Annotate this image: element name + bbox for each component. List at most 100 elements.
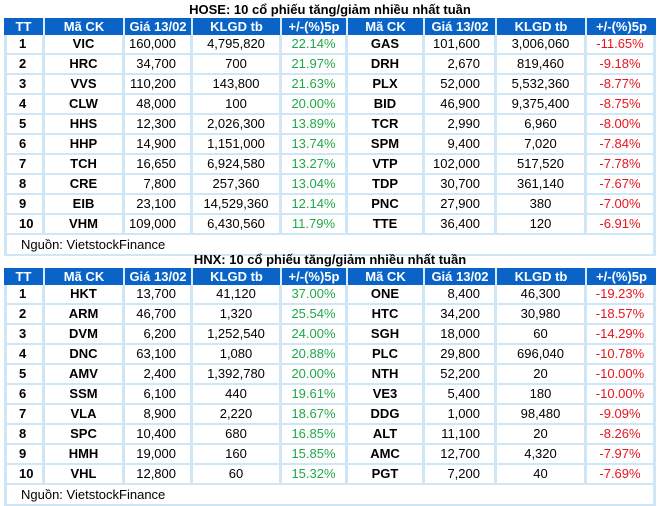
down-change-cell: -7.97% [587, 445, 656, 465]
down-change-cell: -11.65% [587, 35, 656, 55]
down-code-cell: BID [348, 95, 425, 115]
up-code-cell: VHM [45, 215, 125, 235]
table-row: 3 VVS 110,200 143,800 21.63% PLX 52,000 5,532,3… [4, 75, 656, 95]
up-volume-cell: 160 [193, 445, 282, 465]
up-code-cell: VIC [45, 35, 125, 55]
up-code-cell: AMV [45, 365, 125, 385]
source-note: Nguồn: VietstockFinance [4, 485, 656, 506]
down-volume-cell: 98,480 [497, 405, 587, 425]
up-volume-cell: 440 [193, 385, 282, 405]
down-price-cell: 8,400 [425, 285, 497, 305]
down-volume-cell: 819,460 [497, 55, 587, 75]
up-price-cell: 13,700 [125, 285, 193, 305]
hnx-title: HNX: 10 cổ phiếu tăng/giảm nhiều nhất tu… [193, 252, 467, 267]
down-volume-cell: 30,980 [497, 305, 587, 325]
up-change-cell: 15.32% [282, 465, 348, 485]
down-change-cell: -8.00% [587, 115, 656, 135]
up-price-cell: 16,650 [125, 155, 193, 175]
up-change-cell: 20.00% [282, 365, 348, 385]
down-code-cell: DDG [348, 405, 425, 425]
up-volume-cell: 2,026,300 [193, 115, 282, 135]
down-volume-cell: 696,040 [497, 345, 587, 365]
down-code-cell: NTH [348, 365, 425, 385]
down-volume-cell: 40 [497, 465, 587, 485]
down-code-cell: PGT [348, 465, 425, 485]
down-code-cell: ONE [348, 285, 425, 305]
up-change-cell: 15.85% [282, 445, 348, 465]
table-row: 6 HHP 14,900 1,151,000 13.74% SPM 9,400 7,020 -7… [4, 135, 656, 155]
up-code-cell: HRC [45, 55, 125, 75]
up-change-cell: 11.79% [282, 215, 348, 235]
up-price-cell: 6,200 [125, 325, 193, 345]
table-row: 8 SPC 10,400 680 16.85% ALT 11,100 20 -8.26% [4, 425, 656, 445]
hose-title: HOSE: 10 cổ phiếu tăng/giảm nhiều nhất t… [189, 2, 471, 17]
table-row: 7 VLA 8,900 2,220 18.67% DDG 1,000 98,480 -9.09% [4, 405, 656, 425]
up-change-cell: 25.54% [282, 305, 348, 325]
header-up-code: Mã CK [45, 18, 125, 35]
rank-cell: 8 [4, 175, 45, 195]
up-change-cell: 20.00% [282, 95, 348, 115]
header-down-code: Mã CK [348, 18, 425, 35]
down-code-cell: VE3 [348, 385, 425, 405]
down-code-cell: SGH [348, 325, 425, 345]
up-price-cell: 19,000 [125, 445, 193, 465]
hnx-section: HNX: 10 cổ phiếu tăng/giảm nhiều nhất tu… [4, 252, 656, 506]
down-change-cell: -6.91% [587, 215, 656, 235]
down-change-cell: -14.29% [587, 325, 656, 345]
up-price-cell: 109,000 [125, 215, 193, 235]
up-code-cell: TCH [45, 155, 125, 175]
rank-cell: 4 [4, 345, 45, 365]
down-change-cell: -8.26% [587, 425, 656, 445]
up-price-cell: 6,100 [125, 385, 193, 405]
table-row: 10 VHM 109,000 6,430,560 11.79% TTE 36,400 120-… [4, 215, 656, 235]
table-row: 8 CRE 7,800 257,360 13.04% TDP 30,700 361,140 -7… [4, 175, 656, 195]
header-down-price: Giá 13/02 [425, 18, 497, 35]
header-up-volume: KLGD tb [193, 268, 282, 285]
down-code-cell: TCR [348, 115, 425, 135]
down-price-cell: 52,200 [425, 365, 497, 385]
down-code-cell: TTE [348, 215, 425, 235]
up-code-cell: CRE [45, 175, 125, 195]
header-tt: TT [4, 268, 45, 285]
up-code-cell: HMH [45, 445, 125, 465]
up-volume-cell: 60 [193, 465, 282, 485]
up-volume-cell: 4,795,820 [193, 35, 282, 55]
up-volume-cell: 2,220 [193, 405, 282, 425]
down-change-cell: -10.00% [587, 385, 656, 405]
down-volume-cell: 9,375,400 [497, 95, 587, 115]
down-price-cell: 101,600 [425, 35, 497, 55]
table-row: 2 HRC 34,700 700 21.97% DRH 2,670 819,460 -9.18% [4, 55, 656, 75]
down-code-cell: SPM [348, 135, 425, 155]
header-up-change: +/-(%)5p [282, 18, 348, 35]
down-price-cell: 34,200 [425, 305, 497, 325]
table-row: 5 AMV 2,400 1,392,780 20.00% NTH 52,200 20 -10.0… [4, 365, 656, 385]
up-code-cell: VLA [45, 405, 125, 425]
rank-cell: 6 [4, 135, 45, 155]
source-note: Nguồn: VietstockFinance [4, 235, 656, 256]
rank-cell: 1 [4, 285, 45, 305]
down-volume-cell: 120 [497, 215, 587, 235]
rank-cell: 8 [4, 425, 45, 445]
up-price-cell: 34,700 [125, 55, 193, 75]
up-code-cell: VVS [45, 75, 125, 95]
rank-cell: 4 [4, 95, 45, 115]
header-up-price: Giá 13/02 [125, 268, 193, 285]
down-change-cell: -19.23% [587, 285, 656, 305]
up-volume-cell: 680 [193, 425, 282, 445]
up-price-cell: 7,800 [125, 175, 193, 195]
source-row: Nguồn: VietstockFinance [4, 485, 656, 506]
table-row: 4 DNC 63,100 1,080 20.88% PLC 29,800 696,040 -10… [4, 345, 656, 365]
up-volume-cell: 700 [193, 55, 282, 75]
down-price-cell: 27,900 [425, 195, 497, 215]
down-code-cell: PNC [348, 195, 425, 215]
up-price-cell: 110,200 [125, 75, 193, 95]
down-volume-cell: 361,140 [497, 175, 587, 195]
table-row: 10 VHL 12,800 60 15.32% PGT 7,200 40 -7.69% [4, 465, 656, 485]
up-price-cell: 48,000 [125, 95, 193, 115]
hnx-table: TT Mã CK Giá 13/02 KLGD tb +/-(%)5p Mã CK Giá … [4, 268, 656, 506]
down-code-cell: PLC [348, 345, 425, 365]
up-price-cell: 160,000 [125, 35, 193, 55]
down-code-cell: HTC [348, 305, 425, 325]
up-code-cell: DNC [45, 345, 125, 365]
hose-table: TT Mã CK Giá 13/02 KLGD tb +/-(%)5p Mã CK Giá … [4, 18, 656, 256]
